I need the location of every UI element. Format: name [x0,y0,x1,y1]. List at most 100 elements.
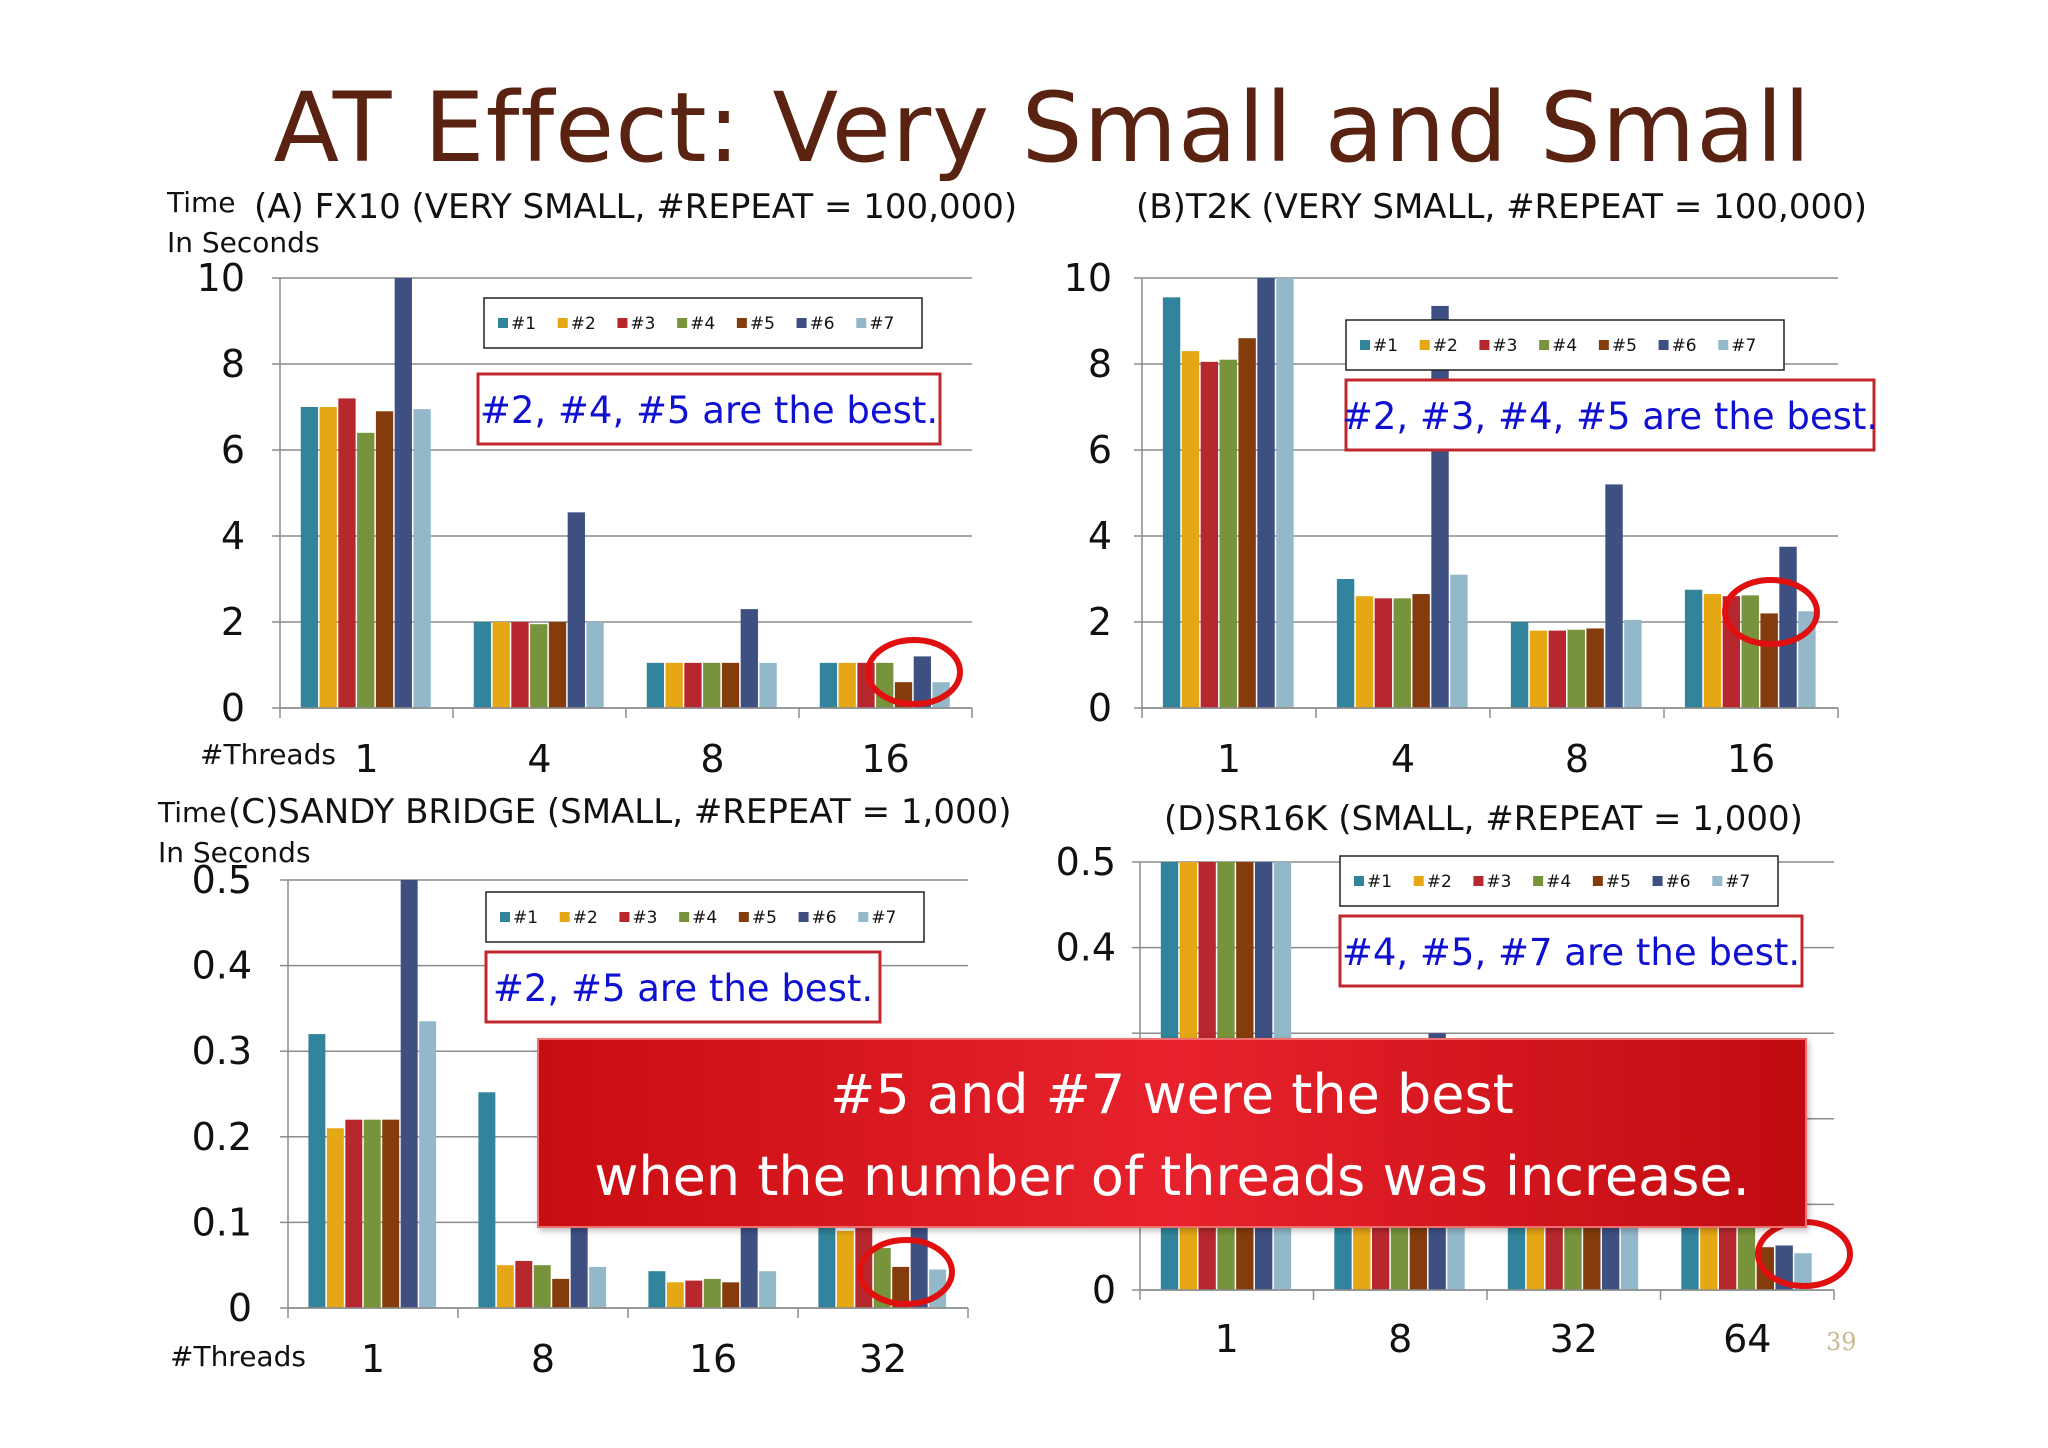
legend-entry: #1 [1373,336,1398,356]
legend-entry: #3 [632,908,657,928]
bar-s3-cat-1 [338,398,356,708]
legend-entry: #2 [571,314,596,334]
bar-s7-cat-64 [1794,1253,1812,1290]
annotation-box [476,372,942,446]
y-tick-label: 10 [197,256,245,300]
legend-entry: #6 [812,908,837,928]
bar-s1-cat-4 [1336,579,1355,708]
legend-swatch [559,912,570,922]
chart-1: (B)T2K (VERY SMALL, #REPEAT = 100,000) 0 2… [1064,187,1879,781]
bar-s4-cat-1 [357,432,375,708]
y-axis-label: Time [157,796,227,829]
y-tick-label: 6 [221,428,245,472]
bar-s2-cat-16 [838,662,856,708]
legend-swatch [677,318,688,328]
legend-entry: #3 [630,314,655,334]
legend-entry: #5 [750,314,775,334]
bar-s5-cat-32 [1583,1221,1601,1290]
annotation-text: #2, #4, #5 are the best. [480,389,938,432]
bar-s3-cat-8 [684,662,702,708]
annotation-box [1344,378,1876,452]
bar-s7-cat-8 [1447,1221,1465,1290]
bar-s2-cat-1 [1181,351,1200,708]
x-tick-label: 16 [689,1337,737,1381]
bar-s3-cat-64 [1718,1221,1737,1290]
bar-s1-cat-32 [1507,1221,1526,1290]
legend-entry: #2 [1427,872,1452,892]
y-tick-label: 0.4 [192,944,252,988]
legend-entry: #5 [1612,336,1637,356]
y-tick-label: 0 [1088,686,1112,730]
legend-swatch [617,318,628,328]
bar-s7-cat-8 [589,1266,607,1308]
bar-s4-cat-4 [1393,598,1411,708]
y-tick-label: 8 [221,342,245,386]
legend-swatch [1354,876,1364,886]
legend: #1 #2 #3 #4 #5 #6 #7 [1345,319,1785,371]
y-tick-label: 6 [1088,428,1112,472]
bar-s6-cat-32 [1602,1221,1620,1290]
y-tick-label: 0.1 [192,1200,252,1244]
y-tick-label: 10 [1064,256,1112,300]
bar-s5-cat-16 [1760,613,1778,708]
legend-swatch [738,912,749,922]
bar-s7-cat-1 [1276,278,1294,708]
y-axis-label-units: In Seconds [167,226,320,259]
legend-swatch [1592,876,1603,886]
y-tick-label: 0 [228,1286,252,1330]
legend-entry: #1 [511,314,536,334]
x-tick-label: 32 [1550,1317,1598,1361]
bar-s1-cat-1 [300,407,319,708]
legend-swatch [1413,876,1424,886]
bar-s4-cat-32 [873,1248,891,1308]
legend-entry: #5 [752,908,777,928]
y-axis-label-units: In Seconds [158,836,311,869]
chart-title: (D)SR16K (SMALL, #REPEAT = 1,000) [1164,799,1803,839]
legend-entry: #4 [1552,336,1577,356]
bar-s2-cat-4 [1355,596,1374,708]
bar-s2-cat-16 [666,1282,684,1308]
y-tick-label: 4 [1088,514,1112,558]
legend-box [485,891,925,943]
chart-title: (B)T2K (VERY SMALL, #REPEAT = 100,000) [1136,187,1867,227]
legend-swatch [798,912,809,922]
y-tick-label: 0 [221,686,245,730]
legend-entry: #2 [1433,336,1458,356]
legend-entry: #7 [869,314,894,334]
bar-s2-cat-8 [496,1265,514,1308]
legend: #1 #2 #3 #4 #5 #6 #7 [485,891,925,943]
bar-s6-cat-1 [394,278,412,708]
page-number: 39 [1826,1328,1857,1356]
bar-s4-cat-8 [703,662,721,708]
bar-s5-cat-32 [892,1266,910,1308]
highlight-circle [1722,577,1820,647]
bar-s3-cat-8 [515,1260,533,1308]
legend-entry: #2 [573,908,598,928]
x-tick-label: 8 [531,1337,555,1381]
chart-title: (A) FX10 (VERY SMALL, #REPEAT = 100,000) [254,187,1017,227]
bar-s6-cat-1 [1257,278,1275,708]
legend: #1 #2 #3 #4 #5 #6 #7 [483,297,923,349]
legend-swatch [1598,340,1609,350]
bar-s7-cat-8 [1624,619,1642,708]
bar-s3-cat-1 [1200,361,1219,708]
bar-s4-cat-8 [1567,629,1585,708]
bar-s2-cat-64 [1700,1221,1718,1290]
x-tick-label: 1 [1215,1317,1239,1361]
x-axis-label: #Threads [200,738,336,771]
bar-s4-cat-1 [363,1119,381,1308]
annotation-text: #2, #5 are the best. [493,967,873,1010]
bar-s6-cat-32 [910,1222,928,1308]
bar-s5-cat-8 [721,662,740,708]
x-tick-label: 1 [354,737,378,781]
x-tick-label: 8 [700,737,724,781]
bar-s5-cat-16 [722,1282,740,1308]
bar-s2-cat-8 [1353,1221,1371,1290]
legend-swatch [619,912,630,922]
bar-s5-cat-8 [552,1278,570,1308]
y-tick-label: 0.5 [1056,840,1116,884]
bar-s5-cat-4 [1412,594,1430,708]
legend-box [483,297,923,349]
y-tick-label: 4 [221,514,245,558]
